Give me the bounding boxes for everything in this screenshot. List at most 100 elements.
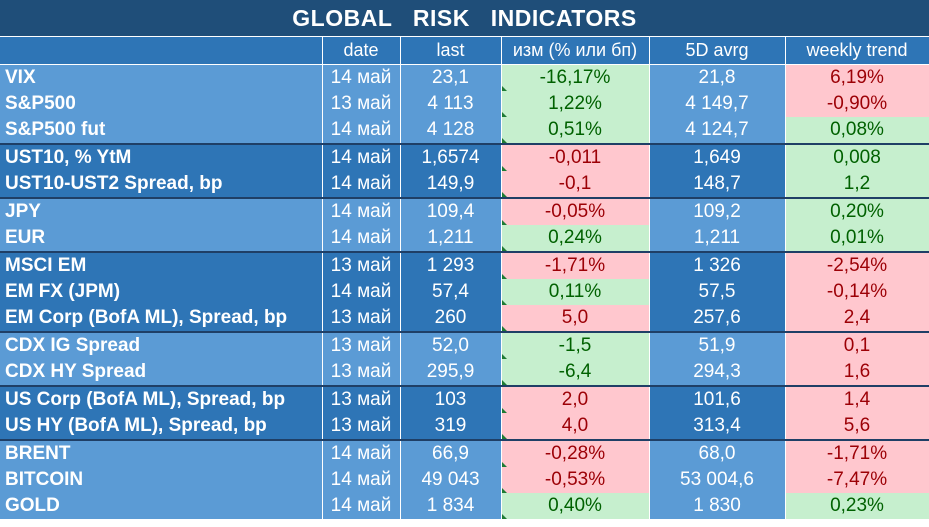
date-cell: 14 май (322, 144, 401, 171)
indicator-name-cell: VIX (0, 64, 323, 91)
last-value-cell: 109,4 (400, 198, 502, 225)
table-row: BRENT 14 май 66,9 -0,28% 68,0 -1,71% (0, 440, 929, 467)
table-row: UST10-UST2 Spread, bp 14 май 149,9 -0,1 148,… (0, 171, 929, 199)
table-row: EM Corp (BofA ML), Spread, bp 13 май 260 5,… (0, 305, 929, 333)
indicator-name-cell: BRENT (0, 440, 323, 467)
table-row: MSCI EM 13 май 1 293 -1,71% 1 326 -2,54% (0, 252, 929, 279)
last-value-cell: 49 043 (400, 467, 502, 493)
five-day-avg-cell: 1,211 (649, 225, 786, 253)
weekly-trend-cell: -1,71% (785, 440, 929, 467)
change-cell: 0,51% (501, 117, 650, 145)
date-cell: 13 май (322, 332, 401, 359)
date-cell: 13 май (322, 359, 401, 387)
indicator-name-cell: UST10-UST2 Spread, bp (0, 171, 323, 199)
five-day-avg-cell: 4 149,7 (649, 91, 786, 117)
five-day-avg-cell: 57,5 (649, 279, 786, 305)
last-value-cell: 103 (400, 386, 502, 413)
five-day-avg-cell: 1 830 (649, 493, 786, 519)
indicator-name-cell: EUR (0, 225, 323, 253)
table-row: GOLD 14 май 1 834 0,40% 1 830 0,23% (0, 493, 929, 519)
weekly-trend-cell: 0,23% (785, 493, 929, 519)
last-value-cell: 260 (400, 305, 502, 333)
date-cell: 14 май (322, 493, 401, 519)
date-cell: 14 май (322, 467, 401, 493)
five-day-avg-cell: 257,6 (649, 305, 786, 333)
table-row: S&P500 fut 14 май 4 128 0,51% 4 124,7 0,08% (0, 117, 929, 145)
last-value-cell: 319 (400, 413, 502, 441)
last-value-cell: 1 834 (400, 493, 502, 519)
weekly-trend-cell: -2,54% (785, 252, 929, 279)
table-row: UST10, % YtM 14 май 1,6574 -0,011 1,649 0,008 (0, 144, 929, 171)
indicator-name-cell: CDX IG Spread (0, 332, 323, 359)
indicator-name-cell: EM FX (JPM) (0, 279, 323, 305)
date-cell: 13 май (322, 305, 401, 333)
table-title: GLOBAL RISK INDICATORS (0, 0, 929, 37)
change-cell: -16,17% (501, 64, 650, 91)
table-row: CDX HY Spread 13 май 295,9 -6,4 294,3 1,6 (0, 359, 929, 387)
change-cell: 0,11% (501, 279, 650, 305)
indicator-name-cell: US Corp (BofA ML), Spread, bp (0, 386, 323, 413)
five-day-avg-cell: 148,7 (649, 171, 786, 199)
header-last: last (400, 37, 502, 65)
five-day-avg-cell: 101,6 (649, 386, 786, 413)
date-cell: 13 май (322, 91, 401, 117)
five-day-avg-cell: 109,2 (649, 198, 786, 225)
table-row: CDX IG Spread 13 май 52,0 -1,5 51,9 0,1 (0, 332, 929, 359)
indicator-name-cell: S&P500 (0, 91, 323, 117)
five-day-avg-cell: 1,649 (649, 144, 786, 171)
change-cell: -1,71% (501, 252, 650, 279)
header-change: изм (% или бп) (501, 37, 650, 65)
risk-indicators-table: date last изм (% или бп) 5D avrg weekly … (0, 37, 929, 519)
date-cell: 14 май (322, 64, 401, 91)
change-cell: -6,4 (501, 359, 650, 387)
change-cell: 4,0 (501, 413, 650, 441)
weekly-trend-cell: 0,1 (785, 332, 929, 359)
last-value-cell: 1 293 (400, 252, 502, 279)
date-cell: 13 май (322, 252, 401, 279)
table-row: JPY 14 май 109,4 -0,05% 109,2 0,20% (0, 198, 929, 225)
change-cell: -0,1 (501, 171, 650, 199)
weekly-trend-cell: 6,19% (785, 64, 929, 91)
weekly-trend-cell: 0,08% (785, 117, 929, 145)
weekly-trend-cell: 5,6 (785, 413, 929, 441)
date-cell: 14 май (322, 279, 401, 305)
date-cell: 13 май (322, 413, 401, 441)
table-row: VIX 14 май 23,1 -16,17% 21,8 6,19% (0, 64, 929, 91)
header-name (0, 37, 323, 65)
last-value-cell: 149,9 (400, 171, 502, 199)
five-day-avg-cell: 53 004,6 (649, 467, 786, 493)
weekly-trend-cell: -0,90% (785, 91, 929, 117)
five-day-avg-cell: 51,9 (649, 332, 786, 359)
last-value-cell: 4 128 (400, 117, 502, 145)
weekly-trend-cell: 1,6 (785, 359, 929, 387)
indicator-name-cell: EM Corp (BofA ML), Spread, bp (0, 305, 323, 333)
header-row: date last изм (% или бп) 5D avrg weekly … (0, 37, 929, 65)
indicator-name-cell: UST10, % YtM (0, 144, 323, 171)
table-row: EUR 14 май 1,211 0,24% 1,211 0,01% (0, 225, 929, 253)
table-row: EM FX (JPM) 14 май 57,4 0,11% 57,5 -0,14% (0, 279, 929, 305)
date-cell: 13 май (322, 386, 401, 413)
table-row: US HY (BofA ML), Spread, bp 13 май 319 4,0 3… (0, 413, 929, 441)
weekly-trend-cell: 0,008 (785, 144, 929, 171)
change-cell: 0,40% (501, 493, 650, 519)
five-day-avg-cell: 21,8 (649, 64, 786, 91)
weekly-trend-cell: 0,01% (785, 225, 929, 253)
change-cell: 1,22% (501, 91, 650, 117)
change-cell: 0,24% (501, 225, 650, 253)
five-day-avg-cell: 1 326 (649, 252, 786, 279)
indicator-name-cell: CDX HY Spread (0, 359, 323, 387)
date-cell: 14 май (322, 171, 401, 199)
date-cell: 14 май (322, 440, 401, 467)
weekly-trend-cell: -7,47% (785, 467, 929, 493)
table-row: BITCOIN 14 май 49 043 -0,53% 53 004,6 -7,47% (0, 467, 929, 493)
weekly-trend-cell: 2,4 (785, 305, 929, 333)
date-cell: 14 май (322, 198, 401, 225)
change-cell: -0,28% (501, 440, 650, 467)
weekly-trend-cell: 1,4 (785, 386, 929, 413)
last-value-cell: 57,4 (400, 279, 502, 305)
weekly-trend-cell: 0,20% (785, 198, 929, 225)
last-value-cell: 1,211 (400, 225, 502, 253)
indicator-name-cell: MSCI EM (0, 252, 323, 279)
indicator-name-cell: US HY (BofA ML), Spread, bp (0, 413, 323, 441)
header-weekly-trend: weekly trend (785, 37, 929, 65)
